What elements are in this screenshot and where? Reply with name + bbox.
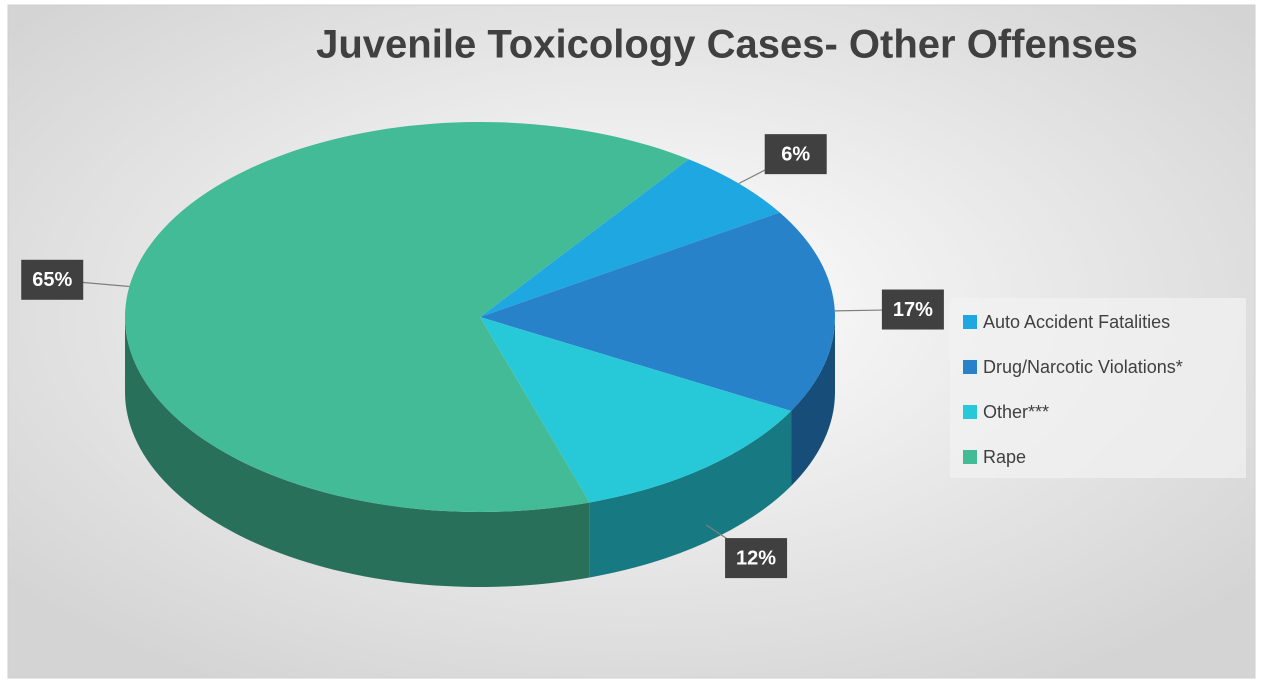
legend-swatch xyxy=(963,360,977,374)
legend-box xyxy=(950,298,1246,478)
legend-swatch xyxy=(963,405,977,419)
slice-side xyxy=(791,317,835,486)
slice xyxy=(480,159,780,317)
value-label: 6% xyxy=(781,143,810,165)
value-label-box xyxy=(881,289,944,330)
value-label-box xyxy=(725,538,788,579)
value-label-box xyxy=(21,259,84,300)
value-label: 12% xyxy=(736,547,776,569)
value-label-box xyxy=(764,134,827,175)
slice xyxy=(124,121,689,512)
slice xyxy=(480,212,835,411)
legend-label: Other*** xyxy=(983,402,1049,422)
legend-label: Drug/Narcotic Violations* xyxy=(983,357,1183,377)
legend-label: Rape xyxy=(983,447,1026,467)
slice-side xyxy=(125,317,590,587)
chart-title: Juvenile Toxicology Cases- Other Offense… xyxy=(316,23,1138,67)
value-label: 65% xyxy=(32,269,72,291)
legend-label: Auto Accident Fatalities xyxy=(983,312,1170,332)
slice-side xyxy=(589,410,792,578)
legend-swatch xyxy=(963,315,977,329)
value-label: 17% xyxy=(893,299,933,321)
slice xyxy=(480,317,792,503)
legend-swatch xyxy=(963,450,977,464)
